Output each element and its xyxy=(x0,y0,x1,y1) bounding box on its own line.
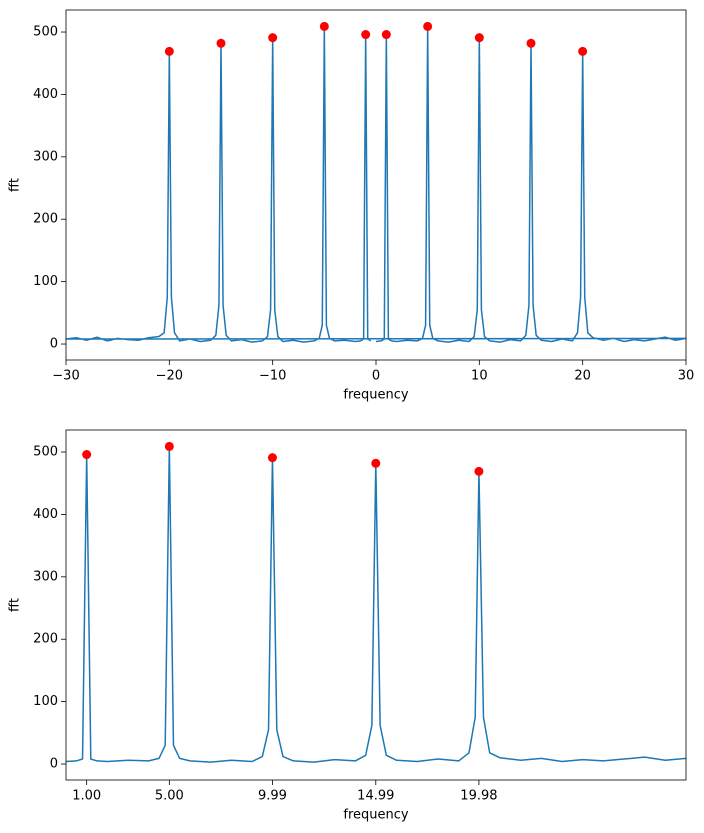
y-tick-label: 200 xyxy=(33,632,58,647)
y-tick-label: 0 xyxy=(50,337,58,352)
peak-marker xyxy=(361,30,371,40)
fft-line xyxy=(66,25,686,343)
peak-marker xyxy=(381,30,391,40)
y-axis-label: fft xyxy=(8,178,23,192)
x-tick-label: 14.99 xyxy=(357,789,394,804)
peak-marker xyxy=(371,458,381,468)
x-tick-label: 19.98 xyxy=(460,789,497,804)
y-tick-label: 100 xyxy=(33,274,58,289)
x-tick-label: −20 xyxy=(156,369,183,384)
y-tick-label: 400 xyxy=(33,87,58,102)
peak-marker xyxy=(578,46,588,56)
peak-marker xyxy=(474,33,484,43)
y-tick-label: 200 xyxy=(33,212,58,227)
x-tick-label: 9.99 xyxy=(258,789,287,804)
x-tick-label: 5.00 xyxy=(155,789,184,804)
peak-marker xyxy=(82,450,92,460)
x-tick-label: 20 xyxy=(574,369,591,384)
peak-marker xyxy=(423,21,433,31)
peak-marker xyxy=(268,33,278,43)
axes-frame xyxy=(65,9,687,361)
y-tick-label: 0 xyxy=(50,757,58,772)
peak-marker xyxy=(474,466,484,476)
peak-marker xyxy=(267,453,277,463)
x-tick-label: 1.00 xyxy=(72,789,101,804)
x-tick-label: 0 xyxy=(372,369,380,384)
x-axis-label: frequency xyxy=(343,808,409,823)
y-tick-label: 300 xyxy=(33,149,58,164)
peak-marker xyxy=(216,38,226,48)
peak-marker xyxy=(319,21,329,31)
peak-marker xyxy=(164,46,174,56)
y-tick-label: 400 xyxy=(33,507,58,522)
subplot: 1.00 5.00 9.99 14.99 19.98 0 100 200 300 400 500 fr… xyxy=(8,429,687,823)
x-tick-label: 10 xyxy=(471,369,488,384)
fft-line xyxy=(66,445,686,763)
peak-marker xyxy=(164,441,174,451)
y-tick-label: 100 xyxy=(33,694,58,709)
y-tick-label: 300 xyxy=(33,569,58,584)
subplot: −30 −20 −10 0 10 20 300100200300400500frequenc… xyxy=(8,9,695,403)
y-tick-label: 500 xyxy=(33,445,58,460)
y-axis-label: fft xyxy=(8,598,23,612)
peak-marker xyxy=(526,38,536,48)
x-tick-label: −30 xyxy=(52,369,79,384)
y-tick-label: 500 xyxy=(33,25,58,40)
x-axis-label: frequency xyxy=(343,388,409,403)
x-tick-label: 30 xyxy=(678,369,695,384)
x-tick-label: −10 xyxy=(259,369,286,384)
